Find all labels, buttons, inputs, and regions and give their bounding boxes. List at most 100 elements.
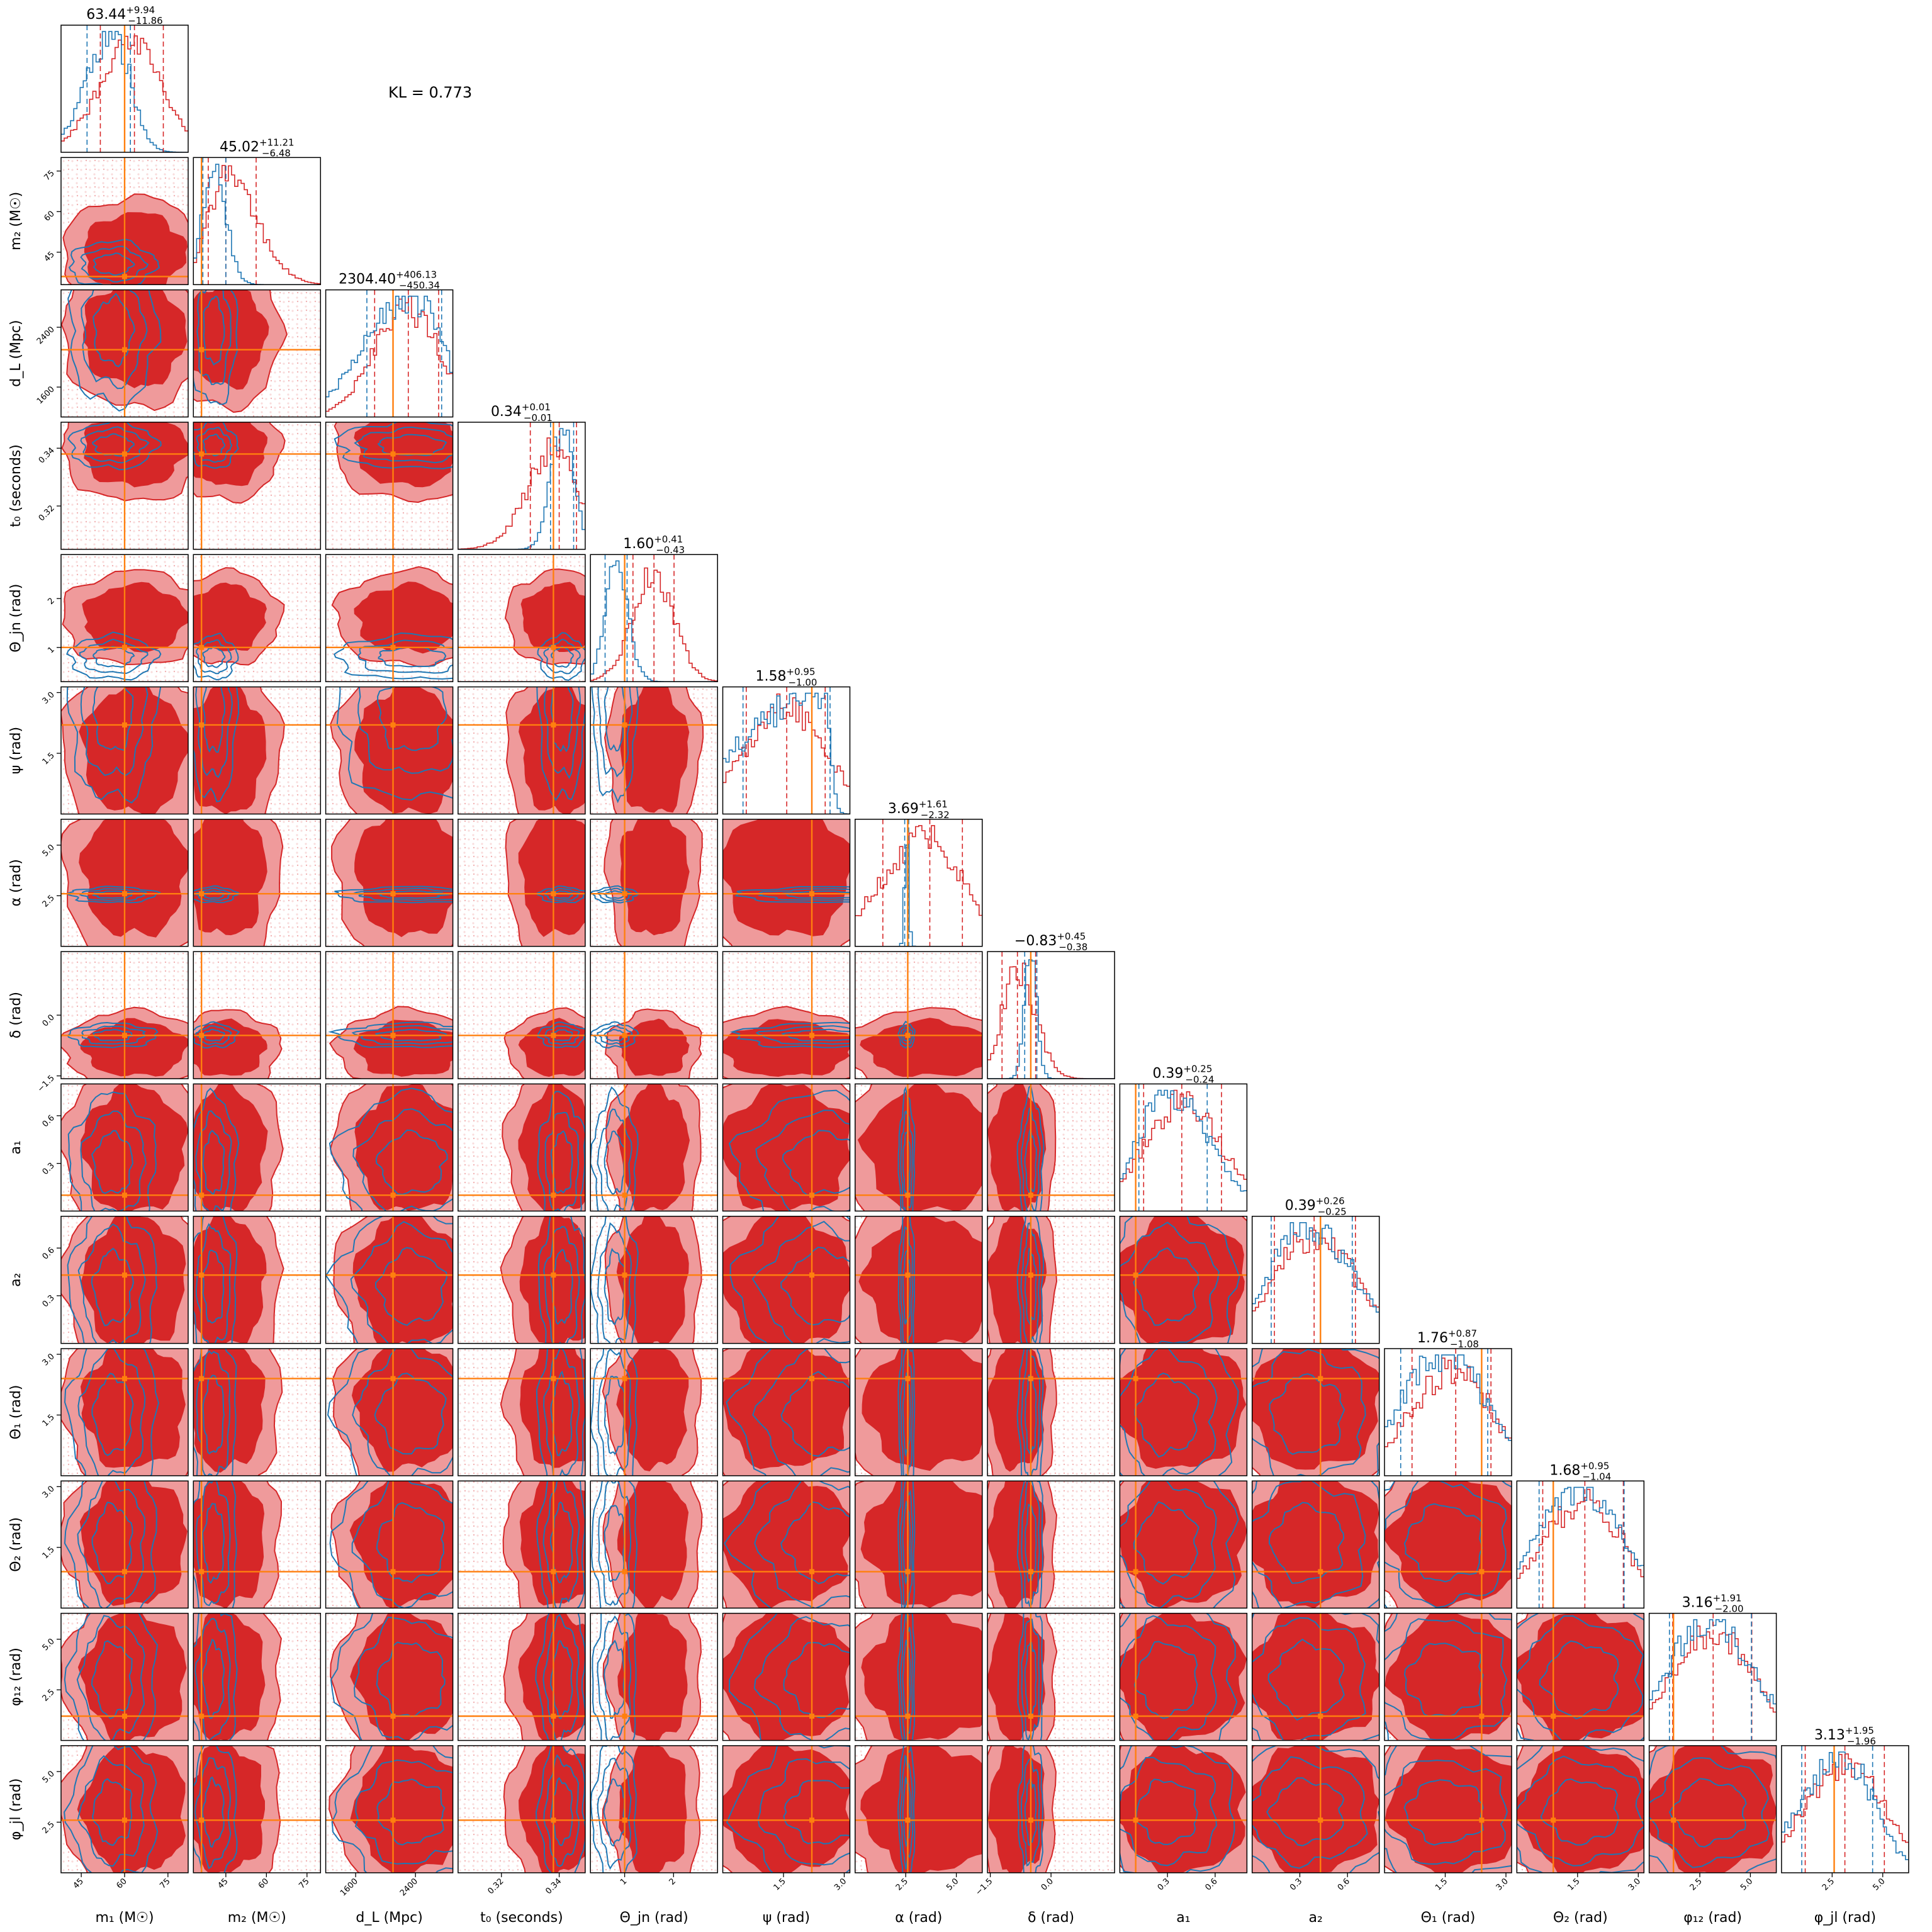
contour-b [194, 887, 233, 901]
truth-marker [905, 1193, 911, 1198]
contour-b [80, 1110, 147, 1211]
panel-frame [325, 951, 454, 1079]
title-minus: −0.25 [1318, 1206, 1347, 1218]
contour-inner-a [722, 1084, 850, 1211]
title-minus: −0.43 [656, 544, 685, 556]
contour-b [1252, 1613, 1379, 1741]
x-tick-label: 75 [158, 1877, 172, 1890]
panel-frame [1119, 1745, 1248, 1873]
title-minus: −0.01 [524, 412, 553, 424]
contour-b [374, 1373, 447, 1455]
x-axis-label-psi: ψ (rad) [763, 1910, 810, 1926]
contour-b [1021, 1758, 1040, 1867]
contour-b [604, 1375, 626, 1456]
panel-thetajn-vs-m2 [193, 554, 322, 682]
panel-frame [1384, 1745, 1512, 1873]
truth-marker [1133, 1376, 1138, 1381]
truth-marker [551, 891, 556, 897]
x-tick-label: 3.0 [833, 1877, 848, 1892]
contour-b [1016, 1216, 1045, 1344]
y-tick-label: 75 [43, 169, 57, 183]
y-axis-label-m2: m₂ (M☉) [8, 192, 24, 250]
panel-frame [325, 422, 454, 550]
contour-inner-a [722, 1745, 850, 1873]
truth-marker [390, 722, 396, 727]
contour-b [1384, 1745, 1512, 1873]
panel-frame [590, 819, 718, 947]
y-axis-label-theta2: Θ₂ (rad) [8, 1517, 24, 1572]
truth-marker [1028, 1714, 1033, 1719]
x-axis-label-phi12: φ₁₂ (rad) [1683, 1910, 1742, 1926]
histogram-phijl-b [1781, 1751, 1909, 1860]
truth-marker [122, 1817, 127, 1823]
contour-inner-a [858, 1216, 982, 1344]
truth-marker [809, 1033, 815, 1038]
contour-b [900, 1226, 914, 1344]
contour-b [597, 1349, 632, 1476]
contour-b [1517, 1745, 1644, 1873]
histogram-t0-b [458, 428, 585, 549]
contour-b [196, 289, 232, 385]
x-tick-label: 1 [619, 1877, 629, 1887]
truth-marker [1671, 1817, 1676, 1823]
panel-frame [722, 1612, 851, 1741]
contour-b [1384, 1760, 1508, 1865]
contour-b [597, 1615, 632, 1741]
y-tick-label: 2.5 [41, 894, 57, 909]
y-tick-label: 60 [43, 209, 57, 223]
panel-delta-vs-t0 [458, 951, 586, 1079]
truth-marker [199, 451, 205, 457]
truth-marker [551, 1033, 556, 1038]
contour-b [193, 1087, 240, 1211]
y-tick-label: −1.5 [36, 1074, 57, 1094]
truth-marker [622, 1817, 627, 1823]
panel-a2-vs-m1: 0.3 0.6 [41, 1215, 189, 1344]
contour-b [535, 1613, 585, 1741]
contour-b [77, 1755, 145, 1867]
panel-frame [1251, 1480, 1380, 1609]
contour-b [376, 1778, 446, 1846]
title-minus: −11.86 [128, 15, 163, 26]
title-minus: −1.08 [1450, 1339, 1479, 1350]
contour-b [604, 1505, 625, 1583]
panel-frame [722, 1480, 851, 1609]
contour-b [1252, 1745, 1379, 1873]
contour-inner-a [193, 819, 267, 936]
panel-t0-vs-m2 [193, 422, 322, 550]
contour-inner-a [860, 1745, 982, 1873]
contour-b [757, 1758, 850, 1866]
y-tick-label: 0.32 [37, 503, 57, 523]
panel-frame [1516, 1480, 1645, 1609]
histogram-dL-a [325, 295, 453, 412]
panel-alpha-vs-dL [325, 819, 454, 947]
contour-b [544, 1111, 580, 1211]
title-plus: +0.25 [1183, 1063, 1212, 1074]
panel-dL-vs-m2 [193, 289, 322, 418]
panel-theta2-vs-m1: 1.5 3.0 [41, 1480, 189, 1609]
contour-b [193, 1021, 240, 1049]
panel-frame [855, 1745, 983, 1873]
contour-b [900, 1349, 913, 1476]
contour-b [67, 1216, 158, 1344]
contour-b [899, 1614, 913, 1741]
contour-inner-a [354, 819, 453, 938]
y-axis-label-delta: δ (rad) [8, 992, 24, 1038]
title-minus: −2.00 [1715, 1603, 1744, 1615]
panel-frame [325, 819, 454, 947]
contour-inner-a [861, 1613, 982, 1741]
panel-frame [855, 1215, 983, 1344]
histogram-delta-b [987, 959, 1115, 1079]
contour-inner-a [77, 1613, 187, 1741]
panel-frame [1119, 1480, 1248, 1609]
contour-inner-a [80, 1084, 188, 1211]
title-value: 3.13 [1814, 1727, 1845, 1743]
panel-frame [590, 951, 718, 1079]
histogram-dL-b [325, 295, 453, 398]
truth-marker [122, 451, 127, 457]
panel-frame [1119, 1083, 1248, 1212]
x-tick-label: 5.0 [945, 1877, 960, 1892]
panel-theta1-vs-dL [325, 1348, 454, 1476]
contour-b [202, 1130, 225, 1195]
title-minus: −1.96 [1847, 1736, 1876, 1747]
contour-b [376, 1641, 446, 1718]
